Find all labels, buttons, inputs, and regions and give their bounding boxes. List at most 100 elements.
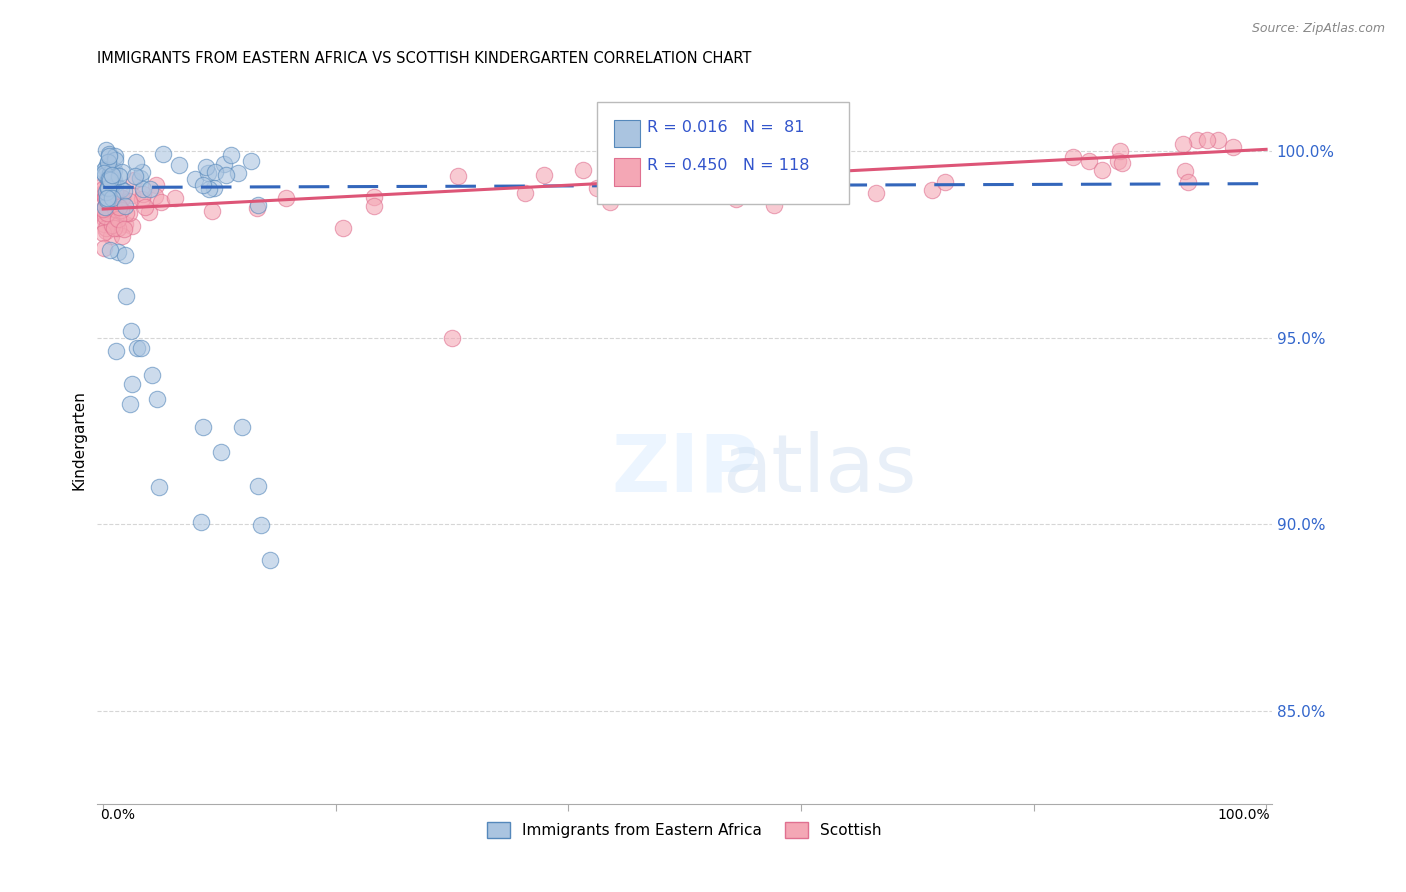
Point bbox=[96, 192, 118, 206]
Point bbox=[96, 194, 118, 208]
Point bbox=[97, 183, 120, 197]
Point bbox=[96, 202, 118, 216]
Point bbox=[94, 168, 117, 182]
Point bbox=[96, 211, 118, 226]
Point bbox=[111, 165, 134, 179]
Point bbox=[101, 196, 124, 211]
Point bbox=[1063, 151, 1085, 165]
Point bbox=[94, 224, 117, 238]
Text: IMMIGRANTS FROM EASTERN AFRICA VS SCOTTISH KINDERGARTEN CORRELATION CHART: IMMIGRANTS FROM EASTERN AFRICA VS SCOTTI… bbox=[97, 51, 752, 66]
Point bbox=[104, 153, 127, 168]
Point bbox=[1091, 162, 1114, 177]
Point bbox=[626, 171, 648, 186]
Point bbox=[96, 194, 118, 209]
Point bbox=[98, 194, 121, 208]
Point bbox=[231, 419, 253, 434]
Point bbox=[259, 552, 281, 566]
Point bbox=[1177, 175, 1199, 189]
Text: atlas: atlas bbox=[723, 431, 917, 508]
Point bbox=[103, 162, 125, 177]
Point bbox=[98, 210, 121, 224]
Point bbox=[100, 229, 122, 244]
Point bbox=[107, 245, 129, 260]
Point bbox=[169, 158, 191, 172]
Point bbox=[100, 173, 122, 187]
Point bbox=[1111, 156, 1133, 170]
Point bbox=[94, 160, 117, 174]
Point bbox=[98, 146, 121, 161]
Point bbox=[100, 168, 122, 182]
Point bbox=[758, 164, 780, 178]
Point bbox=[97, 155, 120, 169]
Point bbox=[93, 191, 115, 205]
Text: Source: ZipAtlas.com: Source: ZipAtlas.com bbox=[1251, 22, 1385, 36]
Point bbox=[117, 194, 139, 209]
Point bbox=[104, 149, 127, 163]
Point bbox=[332, 221, 354, 235]
Point bbox=[93, 211, 115, 225]
Point bbox=[246, 479, 269, 493]
Point bbox=[93, 187, 115, 202]
Point bbox=[96, 188, 118, 202]
Point bbox=[125, 341, 148, 355]
Point bbox=[97, 185, 120, 199]
Point bbox=[94, 209, 117, 223]
Point bbox=[108, 200, 131, 214]
Point bbox=[114, 217, 136, 231]
Point bbox=[118, 206, 141, 220]
Point bbox=[141, 368, 163, 382]
Point bbox=[1195, 133, 1218, 147]
Point bbox=[121, 188, 143, 202]
Point bbox=[122, 172, 145, 186]
Point bbox=[96, 203, 118, 218]
Point bbox=[202, 181, 225, 195]
Point bbox=[1174, 163, 1197, 178]
Point bbox=[513, 186, 536, 201]
Bar bbox=[614, 158, 640, 186]
Point bbox=[191, 178, 214, 193]
Point bbox=[97, 189, 120, 203]
Point bbox=[132, 187, 155, 202]
Point bbox=[100, 173, 122, 187]
Point bbox=[111, 229, 134, 244]
Point bbox=[572, 163, 595, 178]
Point bbox=[226, 165, 249, 179]
Bar bbox=[614, 120, 640, 147]
Point bbox=[131, 182, 153, 196]
Point bbox=[107, 221, 129, 235]
Point bbox=[725, 193, 748, 207]
Point bbox=[96, 143, 118, 157]
Point bbox=[104, 177, 127, 191]
Point bbox=[93, 187, 115, 202]
Point bbox=[191, 419, 214, 434]
Point bbox=[240, 154, 263, 169]
Point bbox=[681, 169, 703, 184]
Point bbox=[111, 191, 134, 205]
Point bbox=[921, 183, 943, 197]
Point bbox=[94, 185, 117, 199]
Point bbox=[96, 221, 118, 235]
Point bbox=[93, 202, 115, 217]
Point bbox=[93, 202, 115, 217]
Point bbox=[96, 162, 118, 177]
Point bbox=[1208, 133, 1230, 147]
Point bbox=[149, 195, 172, 210]
Point bbox=[744, 162, 766, 177]
Point bbox=[112, 185, 135, 199]
Point bbox=[219, 148, 242, 162]
Point bbox=[97, 180, 120, 194]
Point bbox=[93, 218, 115, 232]
Point bbox=[96, 202, 118, 217]
Point bbox=[104, 202, 127, 216]
Point bbox=[98, 166, 121, 180]
Text: R = 0.016   N =  81: R = 0.016 N = 81 bbox=[647, 120, 804, 135]
Point bbox=[1222, 140, 1244, 154]
Point bbox=[97, 182, 120, 196]
Point bbox=[934, 175, 956, 189]
Point bbox=[104, 192, 127, 206]
Point bbox=[93, 166, 115, 180]
Point bbox=[91, 227, 114, 241]
Point bbox=[790, 152, 813, 166]
Point bbox=[100, 211, 122, 225]
Point bbox=[246, 201, 269, 215]
